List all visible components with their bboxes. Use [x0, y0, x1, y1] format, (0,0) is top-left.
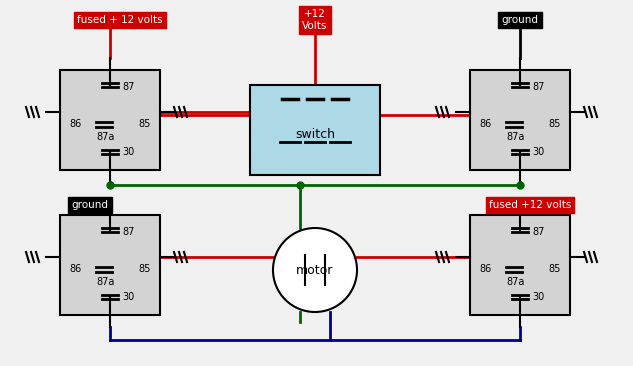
Bar — [250, 85, 380, 175]
Text: +12
Volts: +12 Volts — [303, 9, 328, 31]
Text: fused +12 volts: fused +12 volts — [489, 200, 571, 210]
Text: switch: switch — [295, 128, 335, 142]
Text: 86: 86 — [69, 119, 81, 129]
Text: 87a: 87a — [97, 277, 115, 287]
Ellipse shape — [273, 228, 357, 312]
Text: 85: 85 — [139, 119, 151, 129]
Text: 87a: 87a — [507, 132, 525, 142]
Text: 86: 86 — [479, 264, 491, 274]
Text: 87: 87 — [532, 82, 544, 92]
Text: 86: 86 — [69, 264, 81, 274]
Text: 30: 30 — [122, 292, 134, 302]
Text: 30: 30 — [532, 147, 544, 157]
Text: 87: 87 — [532, 227, 544, 237]
Bar — [60, 70, 160, 170]
Text: 87a: 87a — [97, 132, 115, 142]
Text: 30: 30 — [122, 147, 134, 157]
Bar — [470, 215, 570, 315]
Text: 87a: 87a — [507, 277, 525, 287]
Text: 85: 85 — [549, 119, 561, 129]
Text: 30: 30 — [532, 292, 544, 302]
Text: 85: 85 — [139, 264, 151, 274]
Text: 87: 87 — [122, 227, 134, 237]
Text: 87: 87 — [122, 82, 134, 92]
Text: fused + 12 volts: fused + 12 volts — [77, 15, 163, 25]
Text: motor: motor — [296, 264, 334, 276]
Text: 86: 86 — [479, 119, 491, 129]
Text: 85: 85 — [549, 264, 561, 274]
Bar — [60, 215, 160, 315]
Text: ground: ground — [72, 200, 108, 210]
Bar — [470, 70, 570, 170]
Text: ground: ground — [501, 15, 539, 25]
